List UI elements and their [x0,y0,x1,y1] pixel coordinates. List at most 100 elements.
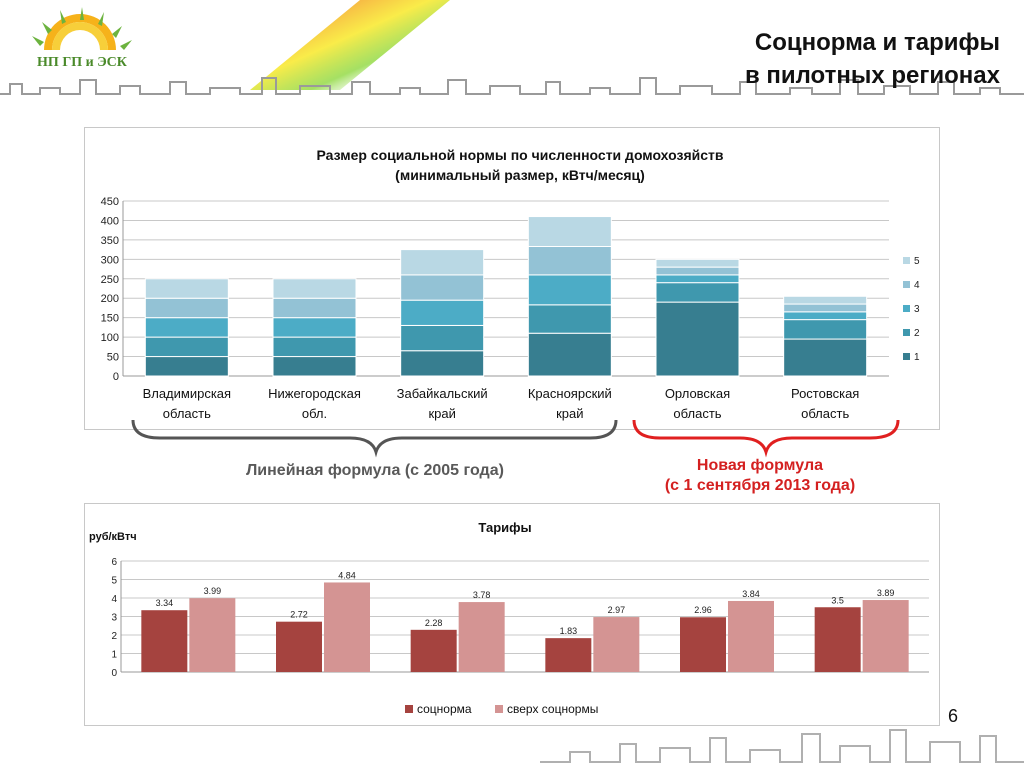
x-tick-label: Нижегородская [268,386,361,401]
y-tick-label: 4 [111,594,117,605]
y-tick-label: 250 [101,274,119,286]
skyline-decoration-top [0,77,1024,95]
bar-segment [272,297,357,319]
bar-segment [527,246,612,276]
data-label: 1.83 [560,626,578,636]
tariffs-chart-svg: Тарифы руб/кВтч 0 1 2 3 4 5 6 3.34 3.99 2.72 4.84 2… [89,520,929,716]
bar-segment [144,297,229,319]
x-tick-label: край [428,406,455,421]
bar [728,600,774,672]
title-line-1: Соцнорма и тарифы [754,29,1000,56]
bar [458,602,505,672]
y-tick-label: 6 [111,557,117,568]
y-tick-label: 2 [111,631,117,642]
data-label: 3.5 [831,595,844,605]
legend-label: сверх соцнормы [507,702,598,716]
y-tick-label: 150 [101,313,119,325]
legend-label: 5 [914,256,920,267]
company-logo: НП ГП и ЭСК [28,7,138,70]
y-tick-label: 100 [101,332,119,344]
y-tick-label: 200 [101,293,119,305]
y-tick-label: 300 [101,254,119,266]
y-tick-label: 400 [101,215,119,227]
legend-label: 3 [914,304,920,315]
bar-segment [783,295,868,305]
tariffs-chart: Тарифы руб/кВтч 0 1 2 3 4 5 6 3.34 3.99 2.72 4.84 2… [84,503,940,726]
title-line-2: в пилотных регионах [744,62,1000,89]
x-tick-label: Орловская [665,386,730,401]
legend-swatch [903,281,910,288]
y-tick-label: 5 [111,576,117,587]
bar [276,621,322,672]
x-tick-label: область [673,406,721,421]
x-tick-label: обл. [302,406,327,421]
sun-rays-icon [32,7,132,50]
legend-swatch [903,329,910,336]
logo-text: НП ГП и ЭСК [37,55,128,70]
rainbow-decoration [250,0,450,90]
bar [814,607,861,672]
y-tick-label: 50 [107,352,119,364]
data-label: 2.28 [425,618,443,628]
chart2-ylabel: руб/кВтч [89,531,137,543]
bar-segment [655,266,740,276]
data-label: 4.84 [338,570,356,580]
bar-segment [400,274,485,301]
bar [189,598,236,672]
bar-segment [783,319,868,340]
y-tick-label: 350 [101,235,119,247]
bar-segment [783,311,868,321]
slide-title: Соцнорма и тарифы в пилотных регионах [580,26,1000,92]
x-tick-label: Красноярский [528,386,612,401]
bar-segment [527,216,612,248]
legend-swatch [903,257,910,264]
data-label: 3.34 [156,598,174,608]
linear-formula-label: Линейная формула (с 2005 года) [246,462,504,479]
data-label: 2.72 [290,610,308,620]
legend-swatch [903,305,910,312]
bar [680,617,726,672]
x-tick-label: область [163,406,211,421]
bar-segment [144,356,229,377]
legend-swatch [495,705,503,713]
bar-segment [272,356,357,377]
bar [593,617,640,672]
y-tick-label: 1 [111,650,117,661]
bar-segment [783,303,868,313]
new-formula-line2: (с 1 сентября 2013 года) [664,477,856,494]
social-norm-chart-svg: Размер социальной нормы по численности д… [101,147,920,421]
bar-segment [400,350,485,377]
bar-segment [400,299,485,326]
bar-segment [783,338,868,377]
social-norm-chart: Размер социальной нормы по численности д… [84,127,940,430]
bar [545,638,592,672]
bar-segment [655,274,740,284]
bar-segment [272,278,357,299]
bar-segment [527,274,612,306]
data-label: 3.89 [877,588,895,598]
y-tick-label: 0 [113,371,119,383]
bar [862,600,909,672]
x-tick-label: край [556,406,583,421]
new-formula-line1: Новая формула [696,457,824,474]
x-tick-label: Забайкальский [397,386,488,401]
bar-segment [144,336,229,358]
data-label: 3.84 [742,589,760,599]
legend-label: 1 [914,352,920,363]
bar-segment [655,258,740,268]
bar [410,629,457,672]
legend-swatch [405,705,413,713]
data-label: 3.78 [473,590,491,600]
data-label: 2.97 [608,605,626,615]
data-label: 3.99 [204,586,222,596]
y-tick-label: 450 [101,196,119,208]
new-formula-label: Новая формула (с 1 сентября 2013 года) [610,456,910,496]
bar-segment [400,324,485,352]
chart1-title-line2: (минимальный размер, кВтч/месяц) [395,167,645,183]
x-tick-label: Ростовская [791,386,859,401]
bar-segment [527,332,612,377]
bar [141,610,188,672]
legend-swatch [903,353,910,360]
legend-label: 4 [914,280,920,291]
legend-label: соцнорма [417,702,472,716]
